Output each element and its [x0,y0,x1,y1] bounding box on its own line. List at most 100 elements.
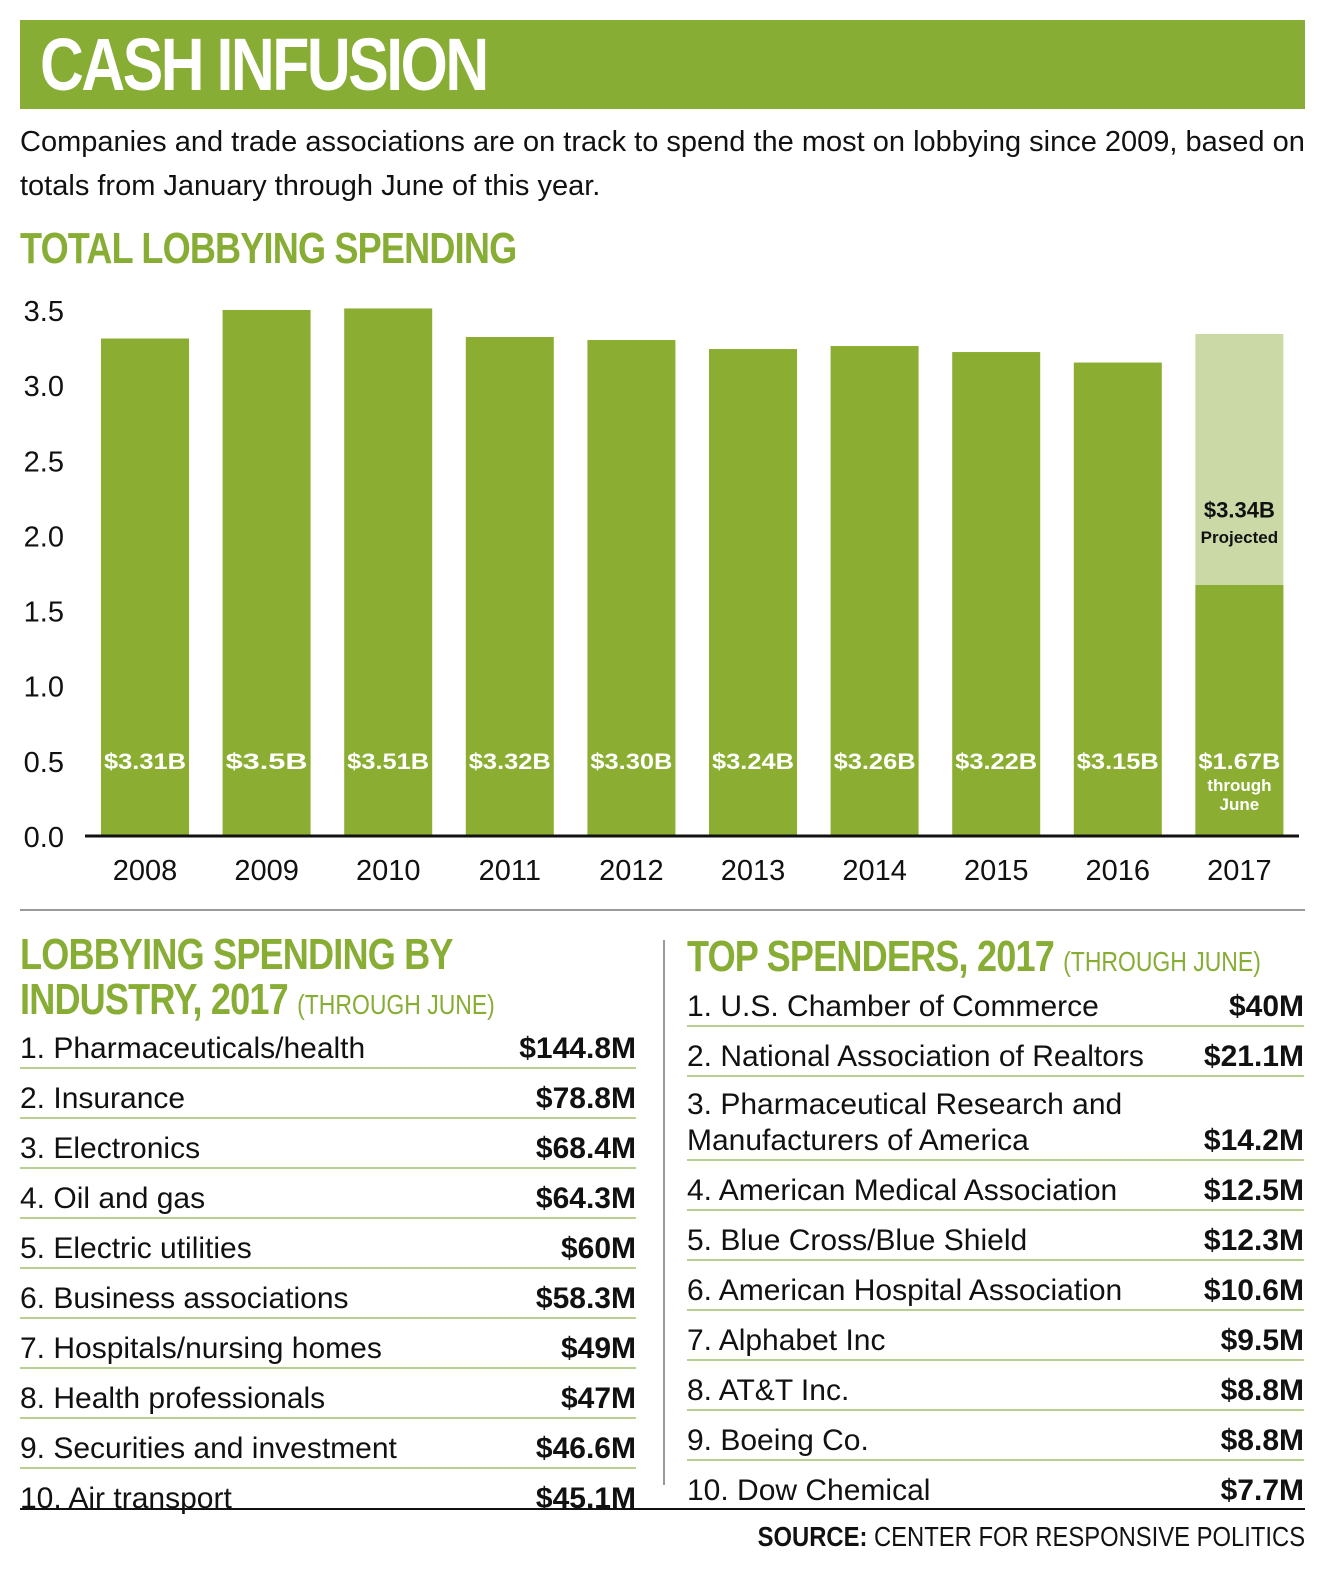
industry-title: LOBBYING SPENDING BY INDUSTRY, 2017 (THR… [20,932,495,1027]
list-item-label: 3. Electronics [20,1132,201,1165]
footer-divider [20,1508,1305,1510]
spenders-title-main: TOP SPENDERS, 2017 [687,932,1055,981]
bar-2008 [101,338,189,836]
list-item-label: 7. Hospitals/nursing homes [20,1332,382,1365]
bar-value-label: $3.5B [226,749,308,774]
list-item: 7. Hospitals/nursing homes $49M [20,1321,636,1369]
list-item-value: $144.8M [519,1032,636,1065]
list-item: 9. Securities and investment $46.6M [20,1421,636,1469]
list-item-label: 7. Alphabet Inc [687,1324,886,1357]
chart-title: TOTAL LOBBYING SPENDING [20,224,517,273]
list-item-value: $9.5M [1220,1324,1304,1357]
bar-value-label: $3.32B [469,749,551,774]
list-item: 2. Insurance $78.8M [20,1071,636,1119]
list-item-value: $46.6M [535,1432,636,1465]
bar-value-label: $3.31B [104,749,186,774]
list-item-label: 9. Securities and investment [20,1432,397,1465]
list-item: 5. Blue Cross/Blue Shield $12.3M [687,1213,1304,1261]
list-item: 8. Health professionals $47M [20,1371,636,1419]
through-june-label-2: June [1220,795,1260,814]
list-item-value: $10.6M [1203,1274,1304,1307]
list-item: 10. Dow Chemical $7.7M [687,1463,1304,1509]
list-item-value: $78.8M [535,1082,636,1115]
list-item: 1. U.S. Chamber of Commerce $40M [687,979,1304,1027]
list-item: 6. Business associations $58.3M [20,1271,636,1319]
list-item-value: $8.8M [1220,1424,1304,1457]
y-tick-label: 0.5 [24,747,64,779]
bar-value-label: $3.51B [347,749,429,774]
list-item: 2. National Association of Realtors $21.1… [687,1029,1304,1077]
y-tick-label: 1.0 [24,672,64,704]
x-tick-label: 2013 [721,855,786,887]
list-item: 9. Boeing Co. $8.8M [687,1413,1304,1461]
bar-value-label: $1.67B [1198,749,1280,774]
list-item: 8. AT&T Inc. $8.8M [687,1363,1304,1411]
list-item-label: 8. Health professionals [20,1382,326,1415]
list-item-label: 9. Boeing Co. [687,1424,869,1457]
list-item-label: 5. Blue Cross/Blue Shield [687,1224,1028,1257]
spenders-title-suffix: (THROUGH JUNE) [1063,946,1261,977]
list-item: 10. Air transport $45.1M [20,1471,636,1517]
y-tick-label: 2.0 [24,521,64,553]
industry-list: 1. Pharmaceuticals/health $144.8M 2. Insur… [20,1021,636,1519]
list-item-label: 4. American Medical Association [687,1174,1118,1207]
spenders-title: TOP SPENDERS, 2017 (THROUGH JUNE) [687,932,1261,987]
list-item-value: $8.8M [1220,1374,1304,1407]
list-item: 3. Electronics $68.4M [20,1121,636,1169]
list-item-value: $60M [560,1232,636,1265]
x-tick-label: 2008 [113,855,178,887]
list-item-value: $7.7M [1220,1474,1304,1507]
list-item-value: $12.3M [1203,1224,1304,1257]
bar-2009 [222,309,311,836]
bar-2010 [344,308,433,836]
list-item-label: 10. Air transport [20,1482,232,1515]
list-item-value: $47M [560,1382,636,1415]
list-item-value: $45.1M [535,1482,636,1515]
bar-2013 [709,349,797,836]
x-tick-label: 2010 [356,855,421,887]
bar-value-label: $3.30B [590,749,672,774]
list-item-label: 1. Pharmaceuticals/health [20,1032,366,1065]
column-divider [663,940,665,1485]
list-item: 4. American Medical Association $12.5M [687,1163,1304,1211]
list-item-value: $64.3M [535,1182,636,1215]
x-tick-label: 2012 [599,855,664,887]
industry-title-line1: LOBBYING SPENDING BY [20,930,453,979]
list-item: 3. Pharmaceutical Research and Manufactu… [687,1079,1304,1161]
section-divider [20,909,1305,911]
source-note: SOURCE: CENTER FOR RESPONSIVE POLITICS [758,1520,1305,1554]
bar-2017 [1195,584,1284,836]
list-item: 4. Oil and gas $64.3M [20,1171,636,1219]
bar-2014 [830,346,919,836]
y-tick-label: 1.5 [24,597,64,629]
list-item-value: $49M [560,1332,636,1365]
spenders-list: 1. U.S. Chamber of Commerce $40M 2. Nation… [687,979,1304,1511]
projected-note: Projected [1201,528,1278,547]
source-label: SOURCE: [757,1521,868,1552]
bar-2016 [1073,362,1162,836]
y-tick-label: 2.5 [24,446,64,478]
list-item-label: 8. AT&T Inc. [687,1374,850,1407]
industry-title-main: INDUSTRY, 2017 [20,975,289,1024]
x-tick-label: 2016 [1086,855,1151,887]
bar-chart: 0.0 0.5 1.0 1.5 2.0 2.5 3.0 3.5 $3.31B 2008 $3.5B 2… [24,296,1299,887]
list-item-value: $21.1M [1203,1040,1304,1073]
industry-title-suffix: (THROUGH JUNE) [297,989,495,1020]
bar-2012 [587,340,676,836]
list-item: 7. Alphabet Inc $9.5M [687,1313,1304,1361]
y-tick-label: 3.5 [24,296,64,328]
page-title: CASH INFUSION [40,23,489,106]
bar-2015 [952,352,1041,836]
projected-value-label: $3.34B [1204,497,1275,522]
x-tick-label: 2015 [964,855,1029,887]
x-tick-label: 2017 [1207,855,1272,887]
list-item: 6. American Hospital Association $10.6M [687,1263,1304,1311]
list-item: 1. Pharmaceuticals/health $144.8M [20,1021,636,1069]
list-item-value: $14.2M [1203,1124,1304,1157]
list-item: 5. Electric utilities $60M [20,1221,636,1269]
bar-value-label: $3.15B [1077,749,1159,774]
list-item-label: 3. Pharmaceutical Research and Manufactu… [687,1088,1123,1157]
bar-2011 [465,337,554,836]
industry-title-line2: INDUSTRY, 2017 (THROUGH JUNE) [20,977,495,1027]
list-item-label: 6. Business associations [20,1282,349,1315]
